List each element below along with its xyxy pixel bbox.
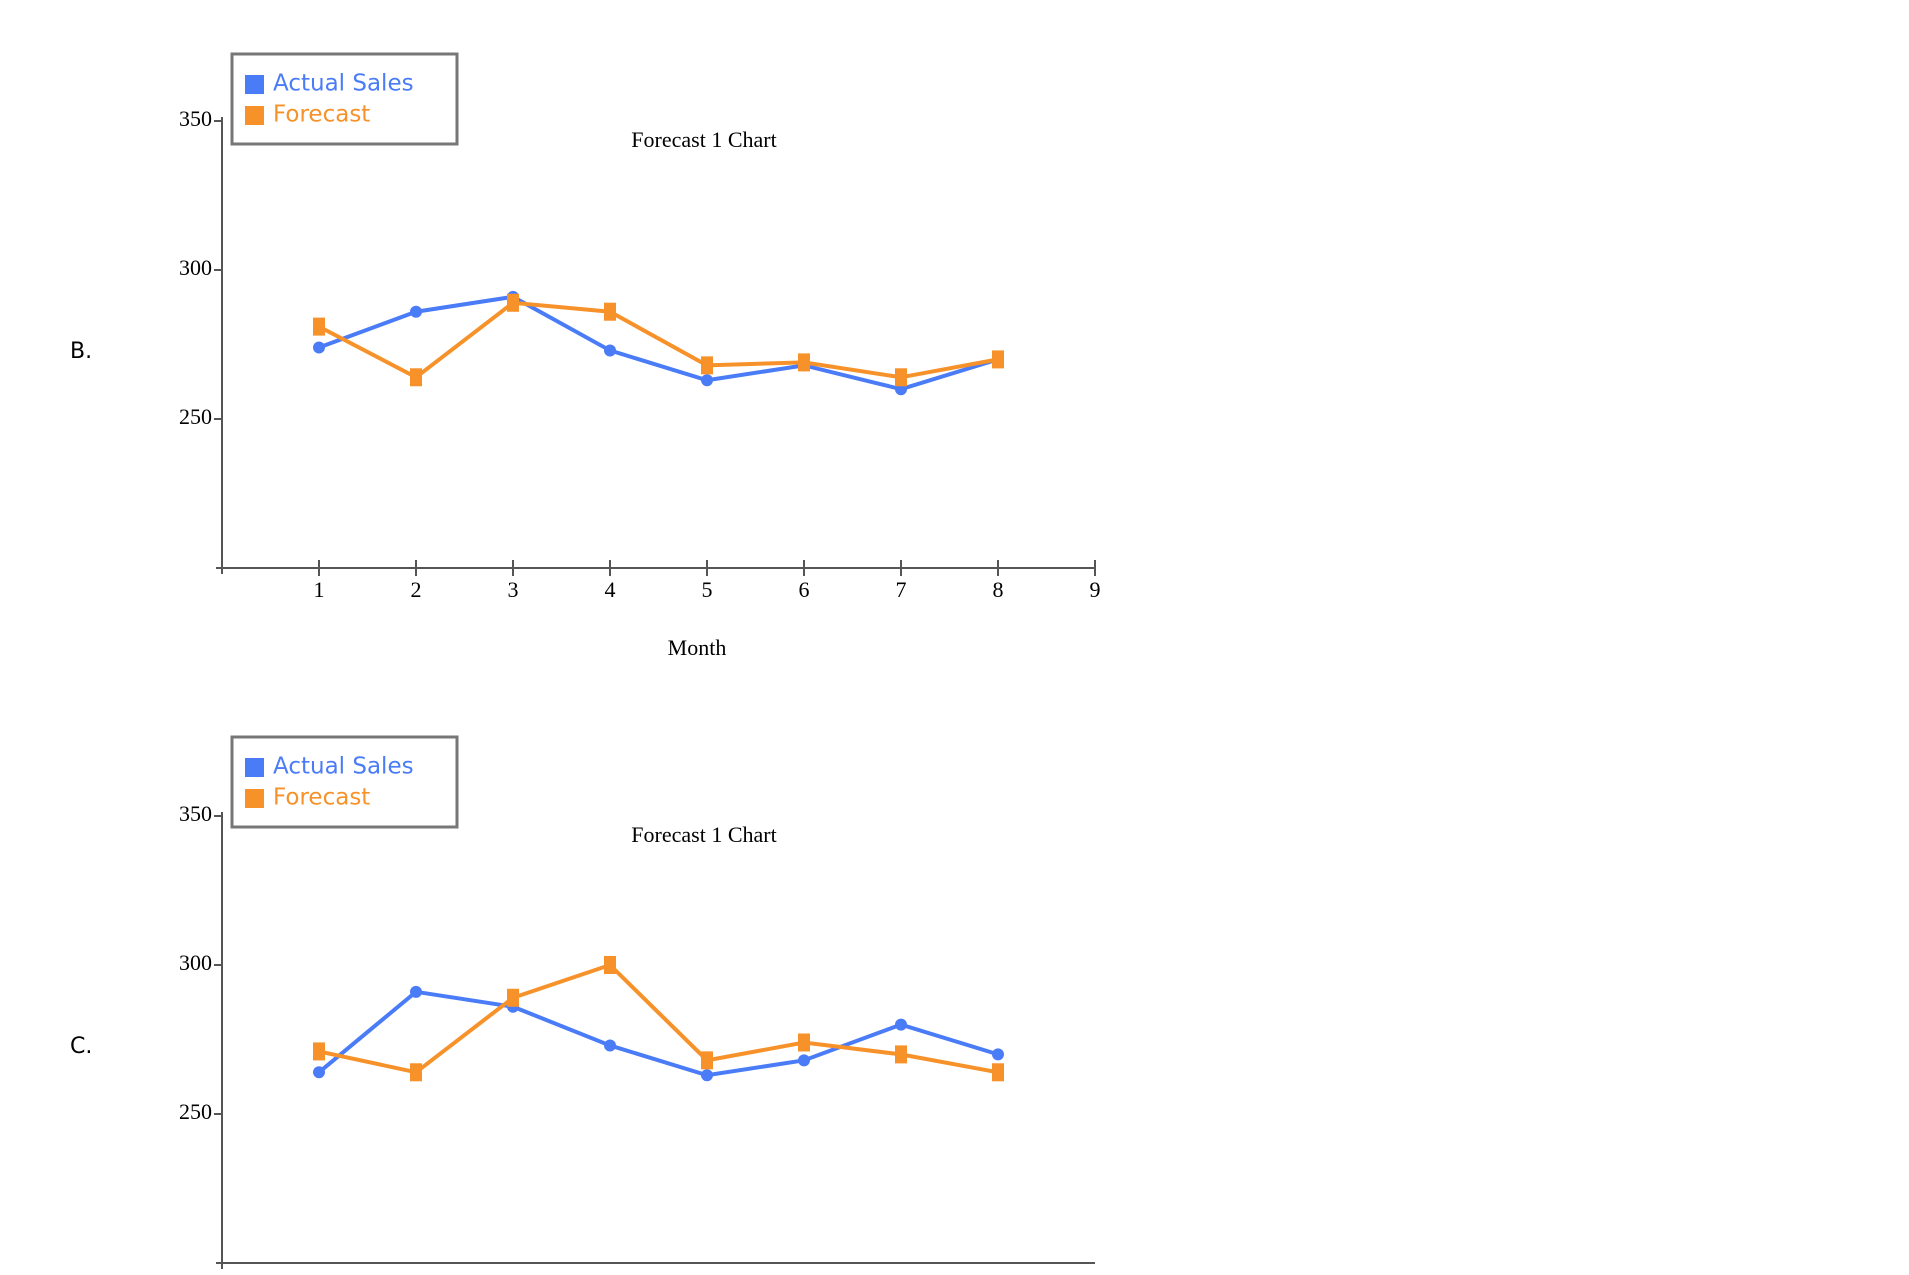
panel-label: B. [70,339,92,364]
legend-label: Actual Sales [273,754,414,780]
point [798,1054,810,1067]
point [701,356,713,375]
point [895,1045,907,1064]
legend-label: Forecast [273,102,370,128]
legend-box [230,735,459,829]
point [410,368,422,387]
x-tick-label: 9 [1090,577,1101,602]
point [410,985,422,998]
series-line [318,294,999,392]
point [604,1039,616,1052]
x-tick-label: 1 [314,577,325,602]
chart-title: Forecast 1 Chart [631,822,776,847]
point [798,1033,810,1052]
y-tick-label: 300 [179,255,212,280]
point [992,1048,1004,1061]
point [313,317,325,336]
point [507,988,519,1007]
point [313,1042,325,1061]
point [895,368,907,387]
point [992,350,1004,369]
point [604,344,616,357]
x-tick-label: 3 [508,577,519,602]
point [992,1063,1004,1082]
legend-swatch [245,75,264,94]
point [604,302,616,321]
point [313,341,325,354]
point [701,1051,713,1070]
point [410,305,422,318]
y-tick-label: 250 [179,404,212,429]
legend-swatch [245,758,264,777]
series-line [317,989,999,1078]
legend-label: Forecast [273,785,370,811]
x-tick-label: 8 [993,577,1004,602]
x-tick-label: 5 [702,577,713,602]
point [701,1069,713,1082]
legend-box [230,52,459,146]
x-tick-label: 6 [799,577,810,602]
y-tick-label: 350 [179,106,212,131]
y-tick-label: 250 [179,1099,212,1124]
point [798,353,810,372]
x-tick-label: 2 [411,577,422,602]
y-tick-label: 300 [179,950,212,975]
chart-title: Forecast 1 Chart [631,127,776,152]
point [604,956,616,974]
series-line [318,962,999,1075]
x-tick-label: 4 [605,577,616,602]
legend-label: Actual Sales [273,71,414,97]
x-axis-label: Month [668,635,727,660]
point [507,293,519,312]
point [701,374,713,387]
point [313,1066,325,1079]
panel-label: C. [70,1034,92,1059]
y-tick-label: 350 [179,801,212,826]
series-line [318,300,999,380]
legend-swatch [245,106,264,125]
x-tick-label: 7 [896,577,907,602]
legend-swatch [245,789,264,808]
point [895,1018,907,1031]
point [410,1063,422,1082]
